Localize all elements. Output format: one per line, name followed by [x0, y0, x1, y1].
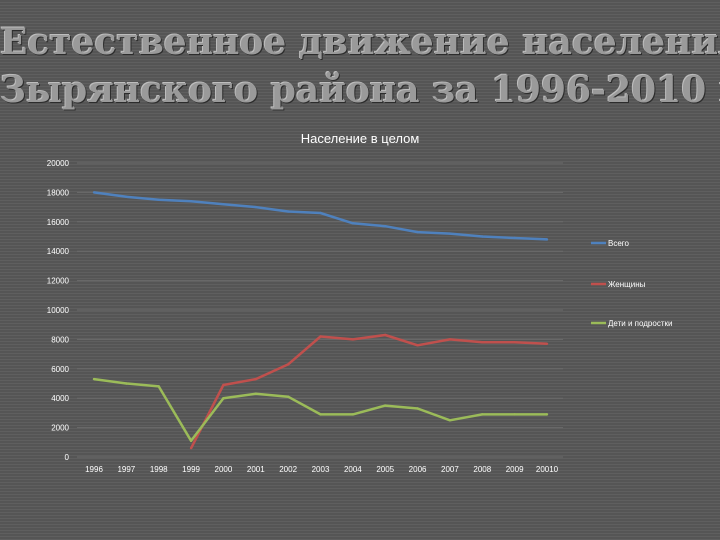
data-point — [92, 191, 96, 194]
legend-label: Дети и подростки — [608, 319, 672, 328]
data-point — [254, 377, 257, 381]
data-point — [513, 236, 516, 240]
data-point — [545, 238, 549, 241]
y-tick-label: 8000 — [51, 335, 69, 344]
data-point — [351, 338, 355, 341]
series-line — [93, 191, 548, 241]
data-point — [222, 397, 225, 400]
y-tick-label: 2000 — [51, 424, 69, 433]
data-point — [286, 363, 290, 366]
x-tick-label: 2005 — [376, 465, 394, 474]
data-point — [481, 413, 484, 416]
y-tick-label: 16000 — [47, 218, 70, 227]
data-point — [351, 222, 355, 225]
data-point — [351, 413, 355, 416]
x-tick-label: 1996 — [85, 465, 103, 474]
x-tick-label: 2003 — [312, 465, 330, 474]
legend-label: Женщины — [608, 280, 646, 289]
data-point — [513, 413, 516, 416]
y-tick-label: 12000 — [47, 277, 70, 286]
data-point — [416, 407, 419, 410]
data-point — [286, 210, 290, 213]
data-point — [545, 342, 549, 346]
data-point — [448, 232, 452, 235]
chart-title: Население в целом — [300, 131, 420, 146]
y-tick-label: 0 — [65, 453, 70, 462]
series-line — [189, 333, 548, 449]
data-point — [125, 195, 128, 199]
y-tick-label: 14000 — [47, 247, 70, 256]
data-point — [319, 413, 322, 416]
data-point — [157, 385, 160, 388]
data-point — [286, 395, 290, 398]
data-point — [125, 382, 128, 385]
data-point — [319, 335, 322, 338]
data-point — [222, 383, 225, 387]
y-tick-label: 6000 — [51, 365, 69, 374]
x-tick-label: 2007 — [441, 465, 459, 474]
x-tick-label: 1998 — [150, 465, 168, 474]
data-point — [384, 225, 387, 228]
x-tick-label: 2000 — [215, 465, 233, 474]
data-point — [384, 404, 387, 407]
legend-label: Всего — [608, 239, 630, 248]
x-tick-label: 20010 — [536, 465, 559, 474]
x-tick-label: 1997 — [117, 465, 135, 474]
y-tick-label: 20000 — [47, 159, 70, 168]
data-point — [481, 341, 484, 344]
y-tick-label: 18000 — [47, 188, 70, 197]
slide-title: Естественное движение населения Зырянско… — [0, 18, 720, 114]
series-line — [93, 377, 547, 443]
data-point — [448, 419, 452, 422]
data-point — [545, 413, 549, 416]
data-point — [448, 338, 452, 341]
data-point — [416, 230, 419, 234]
data-point — [384, 333, 387, 337]
x-tick-label: 2006 — [409, 465, 427, 474]
data-point — [189, 446, 193, 450]
slide-title-line-1: Естественное движение населения — [0, 21, 720, 63]
data-point — [254, 392, 257, 395]
data-point — [481, 235, 484, 238]
x-tick-label: 2004 — [344, 465, 362, 474]
data-point — [254, 205, 257, 209]
x-tick-label: 2008 — [473, 465, 491, 474]
data-point — [513, 341, 516, 344]
slide-title-line-2: Зырянского района за 1996-2010 гг. — [0, 69, 720, 111]
data-point — [189, 200, 193, 203]
y-tick-label: 4000 — [51, 394, 69, 403]
data-point — [222, 202, 225, 206]
data-point — [416, 344, 419, 347]
x-tick-label: 2002 — [279, 465, 297, 474]
x-tick-label: 2009 — [506, 465, 524, 474]
x-tick-label: 2001 — [247, 465, 265, 474]
data-point — [189, 439, 193, 443]
x-tick-label: 1999 — [182, 465, 200, 474]
data-point — [157, 198, 160, 201]
y-tick-label: 10000 — [47, 306, 70, 315]
data-point — [92, 377, 96, 381]
data-point — [319, 211, 322, 215]
